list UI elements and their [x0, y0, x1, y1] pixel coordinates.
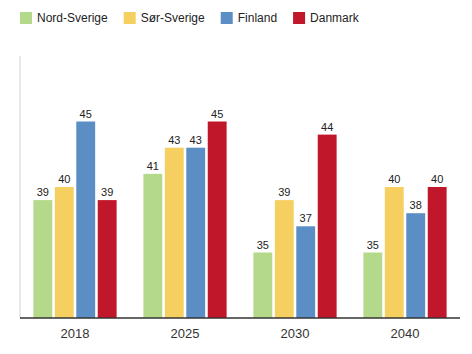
x-tick-label: 2025 [171, 326, 200, 341]
bar [253, 253, 272, 319]
legend-swatch [221, 12, 233, 24]
bars [33, 122, 446, 319]
legend-label: Danmark [310, 11, 360, 25]
data-label: 43 [168, 134, 180, 146]
x-tick-label: 2040 [391, 326, 420, 341]
y-axis-line [20, 56, 21, 318]
legend-label: Sør-Sverige [141, 11, 205, 25]
data-label: 45 [80, 108, 92, 120]
data-label: 39 [37, 186, 49, 198]
legend-swatch [293, 12, 305, 24]
bar [363, 253, 382, 319]
data-label: 39 [101, 186, 113, 198]
bar [428, 187, 447, 318]
x-tick-label: 2018 [61, 326, 90, 341]
bar [406, 213, 425, 318]
legend-swatch [20, 12, 32, 24]
data-label: 40 [58, 173, 70, 185]
data-label: 37 [300, 212, 312, 224]
bar [98, 200, 117, 318]
bar [55, 187, 74, 318]
bar [165, 148, 184, 318]
chart: 39 41 35 35 40 43 39 40 45 43 37 38 39 45 44 40 2018 2025… [0, 0, 472, 354]
bar [275, 200, 294, 318]
data-label: 38 [410, 199, 422, 211]
data-labels: 39 41 35 35 40 43 39 40 45 43 37 38 39 45 44 40 [37, 108, 444, 251]
data-label: 35 [257, 239, 269, 251]
bar [33, 200, 52, 318]
data-label: 40 [431, 173, 443, 185]
data-label: 43 [190, 134, 202, 146]
data-label: 41 [147, 160, 159, 172]
data-label: 35 [367, 239, 379, 251]
bar [143, 174, 162, 318]
bar [318, 135, 337, 318]
x-ticks: 2018 2025 2030 2040 [61, 326, 420, 341]
data-label: 44 [321, 121, 333, 133]
data-label: 45 [211, 108, 223, 120]
bar [186, 148, 205, 318]
x-tick-label: 2030 [281, 326, 310, 341]
x-axis-line [20, 317, 460, 319]
bar [385, 187, 404, 318]
legend-label: Finland [238, 11, 277, 25]
bar [208, 122, 227, 319]
bar [76, 122, 95, 319]
data-label: 40 [388, 173, 400, 185]
legend: Nord-Sverige Sør-Sverige Finland Danmark [20, 11, 360, 25]
legend-label: Nord-Sverige [37, 11, 108, 25]
bar [296, 226, 315, 318]
data-label: 39 [278, 186, 290, 198]
legend-swatch [124, 12, 136, 24]
